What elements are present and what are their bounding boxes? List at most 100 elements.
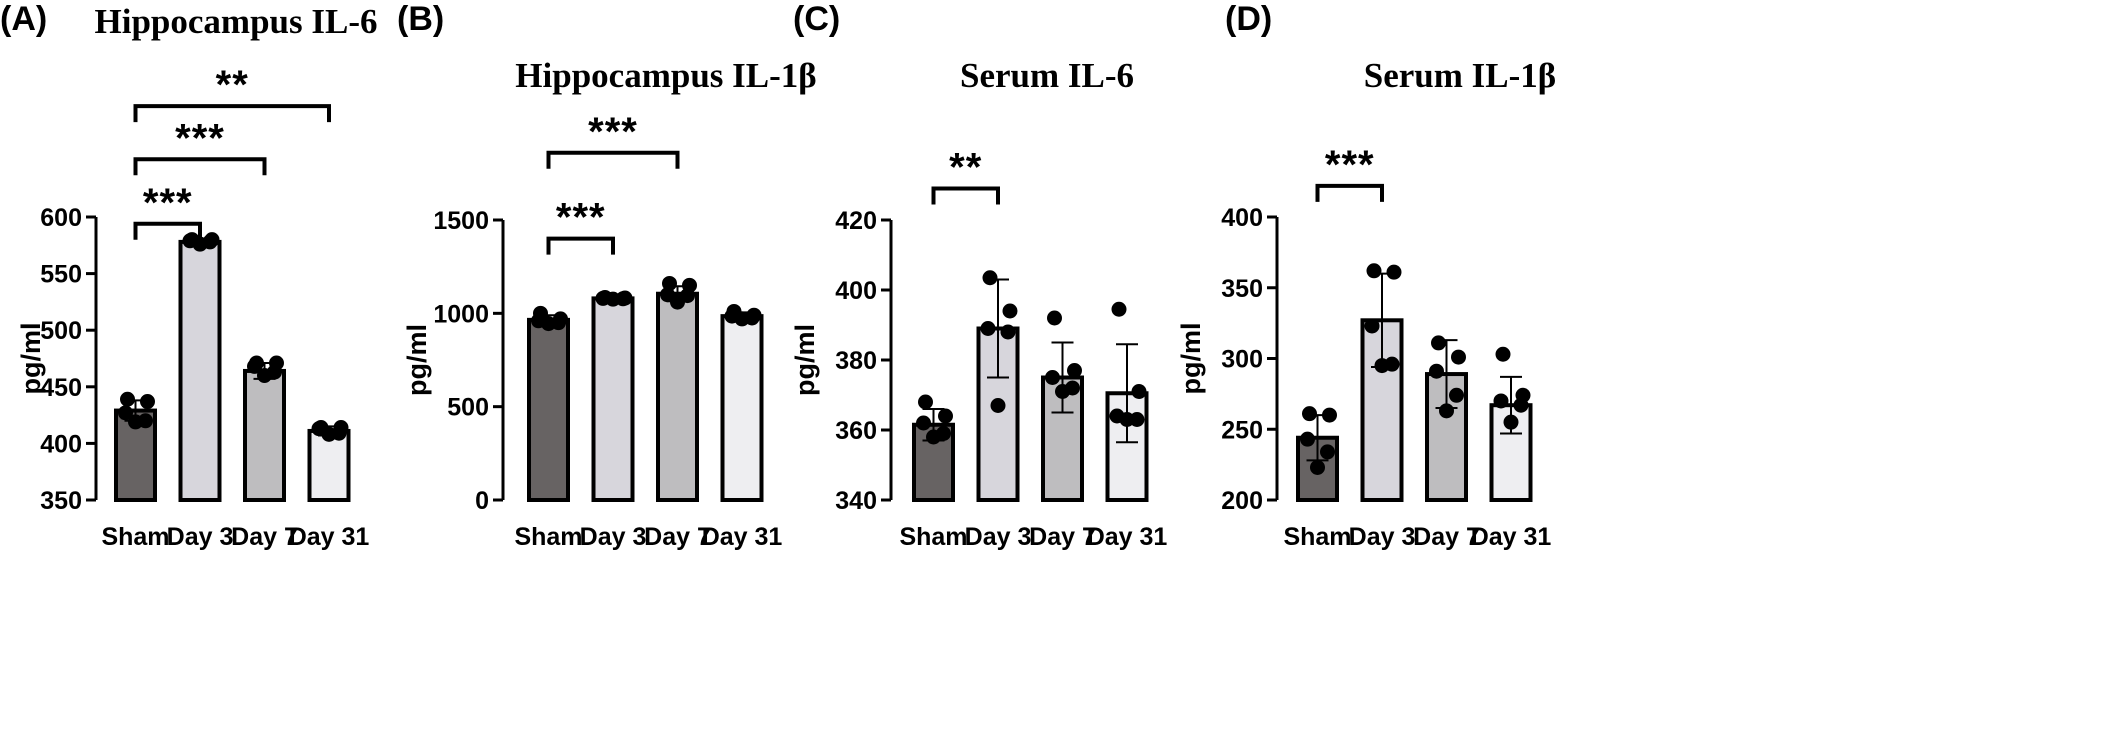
data-point <box>670 294 685 310</box>
bar-day-7 <box>243 368 286 502</box>
y-tick-label: 350 <box>40 487 82 515</box>
data-point <box>1439 403 1454 419</box>
significance-label: ** <box>949 146 982 190</box>
significance-bracket <box>546 236 615 255</box>
data-point <box>938 408 953 424</box>
data-point <box>1322 407 1337 423</box>
data-point <box>1503 414 1519 430</box>
data-point <box>605 291 621 307</box>
y-tick-label: 600 <box>40 204 82 232</box>
data-point <box>1300 431 1315 447</box>
data-point <box>734 311 750 327</box>
x-category-label: Sham <box>1283 523 1351 551</box>
x-category-label: Day 3 <box>1349 523 1416 551</box>
significance-label: ** <box>216 63 249 107</box>
panel-letter: (D) <box>1225 0 1272 38</box>
y-tick-label: 400 <box>1221 204 1263 232</box>
data-point <box>1131 384 1147 399</box>
x-category-label: Day 3 <box>965 523 1032 551</box>
y-tick-label: 400 <box>40 430 82 458</box>
y-axis-label: pg/ml <box>16 323 46 395</box>
y-tick-label: 360 <box>835 417 877 445</box>
significance-bracket <box>931 186 1000 205</box>
data-point <box>192 236 208 252</box>
x-category-label: Day 3 <box>580 523 647 551</box>
data-point <box>1513 397 1529 413</box>
data-point <box>982 270 998 286</box>
data-point <box>918 394 933 410</box>
data-point <box>118 405 133 421</box>
bar-sham <box>527 317 570 502</box>
data-point <box>1111 301 1127 317</box>
significance-label: *** <box>143 181 193 225</box>
data-point <box>1119 412 1135 427</box>
y-tick-label: 300 <box>1221 346 1263 374</box>
y-tick-label: 200 <box>1221 487 1263 515</box>
data-point <box>1366 263 1382 279</box>
y-tick-label: 0 <box>475 487 489 515</box>
x-category-label: Day 3 <box>167 523 234 551</box>
bar-day-31 <box>720 314 764 502</box>
data-point <box>128 414 143 430</box>
y-tick-label: 350 <box>1221 275 1263 303</box>
panel-letter: (A) <box>0 0 47 38</box>
chart-title: Hippocampus IL-6 <box>95 2 378 41</box>
panel-letter: (C) <box>793 0 840 38</box>
y-tick-label: 380 <box>835 347 877 375</box>
chart-title: Serum IL-1β <box>1364 56 1556 95</box>
y-tick-label: 550 <box>40 261 82 289</box>
y-tick-label: 500 <box>40 317 82 345</box>
x-category-label: Day 31 <box>1087 523 1168 551</box>
y-tick-label: 450 <box>40 374 82 402</box>
data-point <box>120 391 135 407</box>
x-category-label: Day 31 <box>289 523 370 551</box>
significance-bracket <box>133 157 267 176</box>
data-point <box>1067 363 1082 378</box>
data-point <box>1302 406 1317 422</box>
x-category-label: Day 7 <box>231 523 298 551</box>
x-category-label: Sham <box>899 523 967 551</box>
data-point <box>321 426 337 442</box>
data-point <box>1055 384 1070 399</box>
data-point <box>926 429 941 445</box>
x-category-label: Day 7 <box>1029 523 1096 551</box>
y-tick-label: 1000 <box>433 300 489 328</box>
data-point <box>1374 358 1390 374</box>
data-point <box>1429 363 1444 379</box>
data-point <box>1000 324 1016 340</box>
y-axis-label: pg/ml <box>790 324 820 396</box>
x-category-label: Sham <box>101 523 169 551</box>
data-point <box>1045 370 1060 385</box>
data-point <box>1364 318 1380 334</box>
data-point <box>1451 349 1466 365</box>
data-point <box>1493 393 1509 409</box>
data-point <box>1002 303 1018 319</box>
data-point <box>1047 310 1062 326</box>
y-tick-label: 500 <box>447 394 489 422</box>
significance-bracket <box>1315 183 1384 202</box>
data-point <box>1449 387 1464 403</box>
data-point <box>662 275 677 291</box>
x-category-label: Day 31 <box>1471 523 1552 551</box>
significance-label: *** <box>1325 143 1375 187</box>
y-tick-label: 400 <box>835 277 877 305</box>
data-point <box>1431 335 1446 351</box>
bar-day-3 <box>591 296 635 502</box>
y-tick-label: 250 <box>1221 416 1263 444</box>
y-tick-label: 420 <box>835 207 877 235</box>
significance-bracket <box>133 221 202 240</box>
significance-label: *** <box>556 196 606 240</box>
panel-letter: (B) <box>397 0 444 38</box>
data-point <box>916 415 931 431</box>
significance-label: *** <box>588 110 638 154</box>
data-point <box>247 358 262 374</box>
bar-day-31 <box>307 428 351 502</box>
significance-label: *** <box>175 116 225 160</box>
data-point <box>1310 459 1325 475</box>
bar-day-7 <box>656 291 699 502</box>
data-point <box>140 394 155 410</box>
data-point <box>980 321 996 336</box>
y-tick-label: 1500 <box>433 207 489 235</box>
